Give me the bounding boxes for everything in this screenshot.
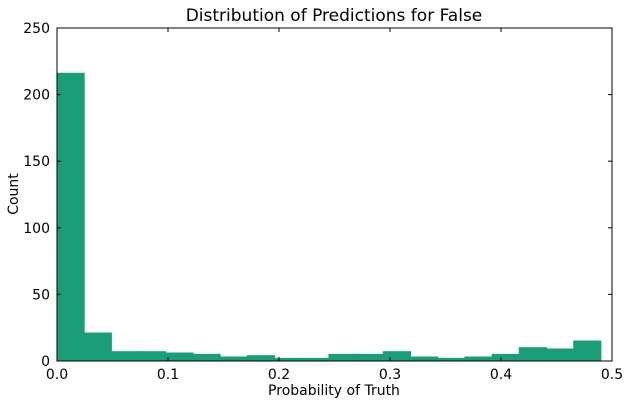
histogram-bar [192,353,221,362]
x-axis-label: Probability of Truth [268,383,400,399]
y-tick-label: 150 [23,154,50,170]
chart-title: Distribution of Predictions for False [186,6,483,26]
histogram-bar [83,332,112,362]
x-tick-label: 0.0 [46,367,68,383]
histogram-bar [464,356,493,362]
histogram-bar [410,356,439,362]
x-tick-label: 0.2 [268,367,290,383]
y-tick-label: 100 [23,221,50,237]
y-axis-label: Count [6,173,22,215]
y-tick-label: 0 [41,354,50,370]
histogram-bars [56,72,602,362]
axes: 0.0 0.1 0.2 0.3 0.4 0.5 0 50 100 150 200 250 [23,21,623,383]
x-tick-label: 0.5 [601,367,623,383]
y-tick-label: 50 [32,287,50,303]
plot-frame [56,27,613,362]
histogram-bar [491,353,520,362]
histogram-bar [546,348,575,362]
histogram-bar [110,351,140,362]
histogram-bar [355,353,384,362]
histogram-bar [138,351,167,362]
histogram-bar [328,353,357,362]
x-tick-label: 0.1 [157,367,179,383]
y-tick-label: 200 [23,88,50,104]
histogram-bar [246,355,276,362]
histogram-bar [518,347,548,362]
x-tick-label: 0.3 [379,367,401,383]
histogram-bar [56,72,85,362]
y-tick-label: 250 [23,21,50,37]
histogram-bar [165,352,194,362]
histogram-bar [573,340,602,362]
histogram-bar [219,356,248,362]
x-tick-label: 0.4 [490,367,512,383]
histogram-bar [382,351,412,362]
